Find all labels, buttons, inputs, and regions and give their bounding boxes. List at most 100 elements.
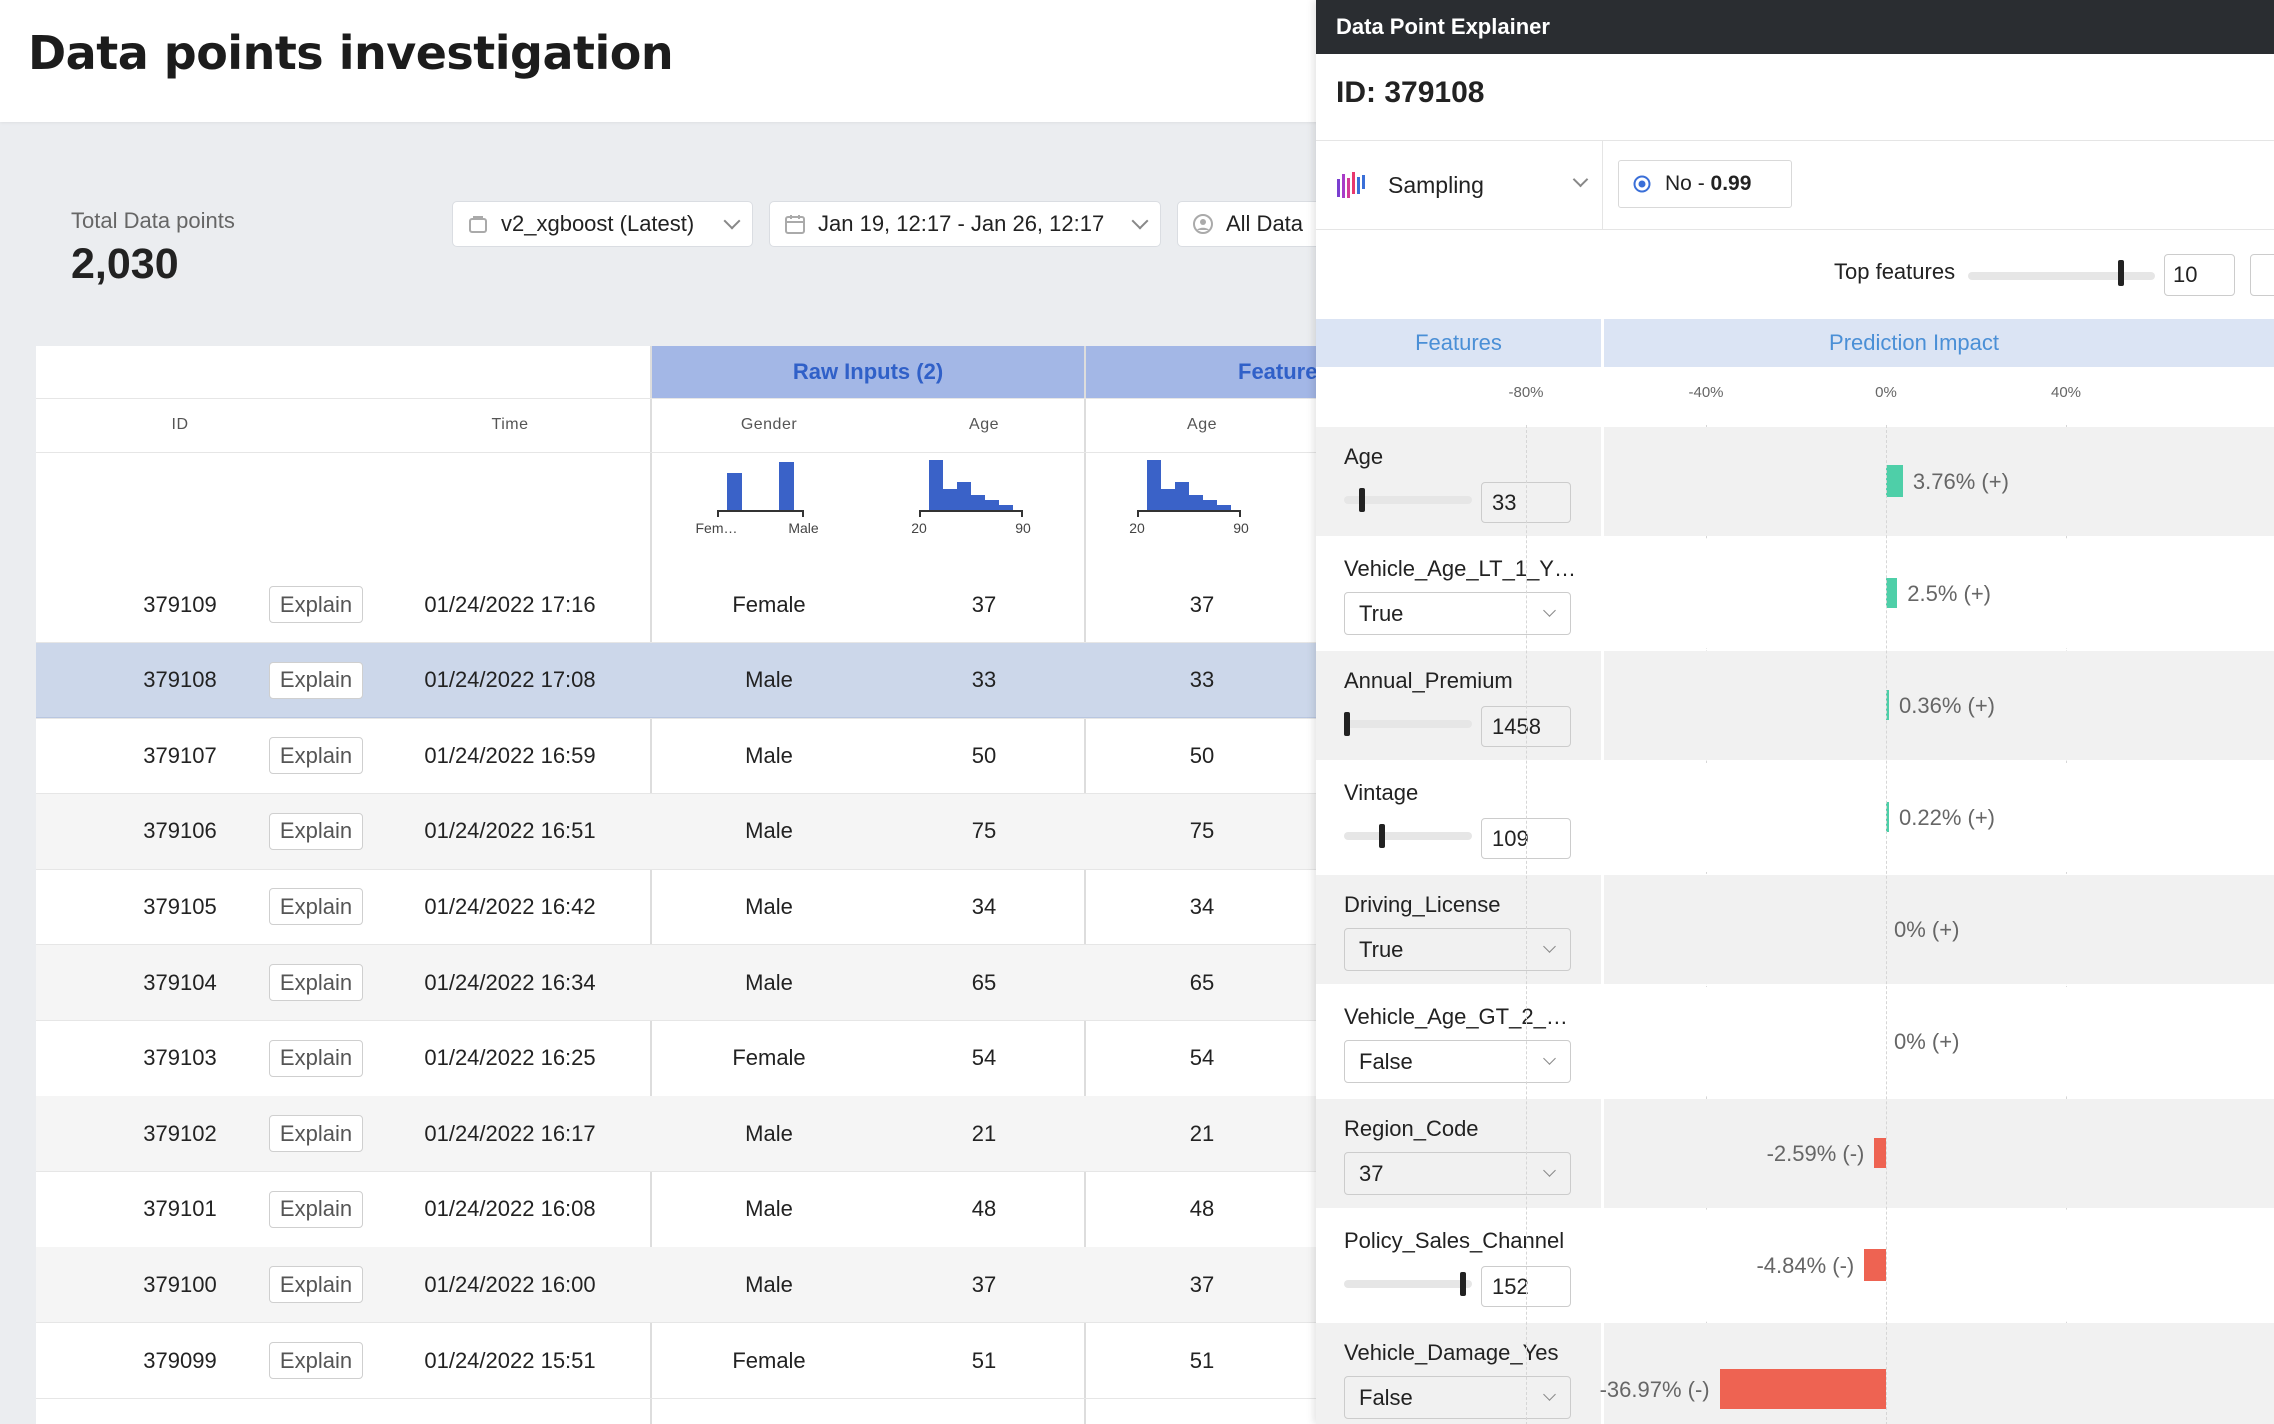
- cell-gender: Male: [745, 893, 793, 919]
- column-header-time[interactable]: Time: [491, 416, 529, 433]
- top-features-slider-thumb[interactable]: [2118, 260, 2125, 286]
- table-row[interactable]: 379103 Explain 01/24/2022 16:25 Female 54 54: [36, 1021, 1336, 1096]
- top-features-input[interactable]: 10: [2164, 254, 2235, 296]
- column-header-id[interactable]: ID: [171, 416, 189, 433]
- cell-age: 21: [971, 1120, 997, 1146]
- feature-slider[interactable]: [1344, 720, 1472, 728]
- cell-age: 37: [971, 1271, 997, 1297]
- cell-id: 379100: [143, 1271, 217, 1297]
- explain-button[interactable]: Explain: [269, 1266, 363, 1304]
- table-row[interactable]: 379099 Explain 01/24/2022 15:51 Female 51 51: [36, 1323, 1336, 1398]
- feature-slider-thumb[interactable]: [1358, 488, 1365, 512]
- table-row[interactable]: 379102 Explain 01/24/2022 16:17 Male 21 21: [36, 1096, 1336, 1172]
- prediction-score: 0.99: [1710, 172, 1752, 195]
- impact-bar-positive: [1886, 577, 1898, 609]
- feature-row-bg: [1316, 651, 1601, 760]
- row-divider: [36, 452, 1336, 453]
- cell-feature-age: 37: [1189, 1271, 1215, 1297]
- axis-tick-label: 40%: [2050, 384, 2082, 401]
- feature-slider-thumb[interactable]: [1460, 1272, 1467, 1296]
- row-divider: [36, 642, 1336, 643]
- histogram-tick: [801, 510, 804, 517]
- cell-gender: Male: [745, 1196, 793, 1222]
- impact-row-bg: [1604, 651, 2274, 760]
- feature-value-dropdown[interactable]: False: [1344, 1040, 1571, 1083]
- model-filter-dropdown[interactable]: v2_xgboost (Latest): [452, 201, 753, 247]
- explain-button[interactable]: Explain: [269, 1039, 363, 1077]
- cell-time: 01/24/2022 16:59: [424, 742, 596, 768]
- feature-value-dropdown[interactable]: 37: [1344, 1152, 1571, 1195]
- table-row[interactable]: 379107 Explain 01/24/2022 16:59 Male 50 50: [36, 718, 1336, 793]
- impact-row-bg: [1604, 1211, 2274, 1320]
- explain-button[interactable]: Explain: [269, 1190, 363, 1228]
- feature-slider[interactable]: [1344, 832, 1472, 840]
- cell-gender: Female: [732, 591, 806, 617]
- table-row[interactable]: 379101 Explain 01/24/2022 16:08 Male 48 48: [36, 1172, 1336, 1247]
- cell-feature-age: 21: [1189, 1120, 1215, 1146]
- cell-id: 379109: [143, 591, 217, 617]
- feature-row-bg: [1316, 987, 1601, 1096]
- impact-value-label: 0% (+): [1894, 1029, 1960, 1054]
- feature-row-bg: [1316, 1211, 1601, 1320]
- impact-value-label: 0.22% (+): [1899, 805, 1995, 830]
- feature-value-dropdown[interactable]: True: [1344, 928, 1571, 971]
- histogram-bar: [943, 489, 957, 510]
- reset-button[interactable]: [2250, 254, 2274, 296]
- table-row[interactable]: 379105 Explain 01/24/2022 16:42 Male 34 34: [36, 869, 1336, 944]
- table-row[interactable]: 379100 Explain 01/24/2022 16:00 Male 37 37: [36, 1247, 1336, 1323]
- cell-id: 379099: [143, 1347, 217, 1373]
- sampling-icon: [1337, 172, 1365, 198]
- feature-value-dropdown[interactable]: True: [1344, 592, 1571, 635]
- panel-title: Data Point Explainer: [1336, 14, 1550, 39]
- histogram-bar: [726, 473, 742, 510]
- feature-slider-thumb[interactable]: [1379, 824, 1386, 848]
- impact-bar-positive: [1886, 465, 1903, 497]
- cell-feature-age: 48: [1189, 1196, 1215, 1222]
- impact-row-bg: [1604, 763, 2274, 872]
- histogram-bar: [971, 495, 985, 510]
- column-header-feature-age[interactable]: Age: [1187, 416, 1217, 433]
- chevron-down-icon: [1543, 1164, 1556, 1177]
- explain-button[interactable]: Explain: [269, 737, 363, 775]
- explain-method-dropdown[interactable]: Sampling: [1336, 162, 1598, 208]
- histogram-min-label: 20: [911, 520, 927, 536]
- explain-button[interactable]: Explain: [269, 1342, 363, 1379]
- impact-value-label: 3.76% (+): [1912, 469, 2009, 494]
- impact-value-label: -2.59% (-): [1766, 1141, 1865, 1166]
- feature-slider[interactable]: [1344, 1280, 1472, 1288]
- top-features-slider[interactable]: [1968, 272, 2155, 280]
- feature-slider-thumb[interactable]: [1343, 712, 1350, 736]
- explain-button[interactable]: Explain: [269, 964, 363, 1001]
- explain-button[interactable]: Explain: [269, 1115, 363, 1153]
- explain-button[interactable]: Explain: [269, 586, 363, 623]
- feature-slider[interactable]: [1344, 496, 1472, 504]
- column-header-gender[interactable]: Gender: [740, 416, 798, 433]
- feature-value-dropdown[interactable]: False: [1344, 1376, 1571, 1419]
- impact-value-label: 0% (+): [1894, 917, 1960, 942]
- impact-bar-positive: [1886, 801, 1889, 833]
- histogram-min-label: Fem…: [695, 520, 738, 536]
- table-row[interactable]: 379109 Explain 01/24/2022 17:16 Female 37 37: [36, 567, 1336, 642]
- explain-button[interactable]: Explain: [269, 812, 363, 850]
- feature-name: Driving_License: [1344, 892, 1501, 917]
- row-divider: [36, 1020, 1336, 1021]
- axis-tick-label: -80%: [1508, 384, 1544, 401]
- date-range-label: Jan 19, 12:17 - Jan 26, 12:17: [818, 211, 1105, 236]
- histogram-tick: [919, 510, 921, 517]
- features-group-header: Feature: [1086, 346, 1336, 398]
- column-divider: [1084, 346, 1086, 1424]
- segment-icon: [1193, 214, 1213, 234]
- table-row[interactable]: 379108 Explain 01/24/2022 17:08 Male 33 33: [36, 642, 1336, 718]
- model-icon: [469, 216, 487, 233]
- explain-button[interactable]: Explain: [269, 661, 363, 699]
- cell-time: 01/24/2022 16:25: [424, 1045, 596, 1071]
- table-row[interactable]: 379106 Explain 01/24/2022 16:51 Male 75 75: [36, 793, 1336, 869]
- feature-name: Vehicle_Damage_Yes: [1344, 1340, 1559, 1365]
- explain-button[interactable]: Explain: [269, 888, 363, 926]
- cell-time: 01/24/2022 16:34: [424, 969, 596, 995]
- date-range-dropdown[interactable]: Jan 19, 12:17 - Jan 26, 12:17: [769, 201, 1161, 247]
- column-header-age[interactable]: Age: [969, 416, 999, 433]
- data-point-id: ID: 379108: [1336, 76, 1485, 109]
- impact-bar-negative: [1864, 1249, 1886, 1281]
- table-row[interactable]: 379104 Explain 01/24/2022 16:34 Male 65 65: [36, 945, 1336, 1020]
